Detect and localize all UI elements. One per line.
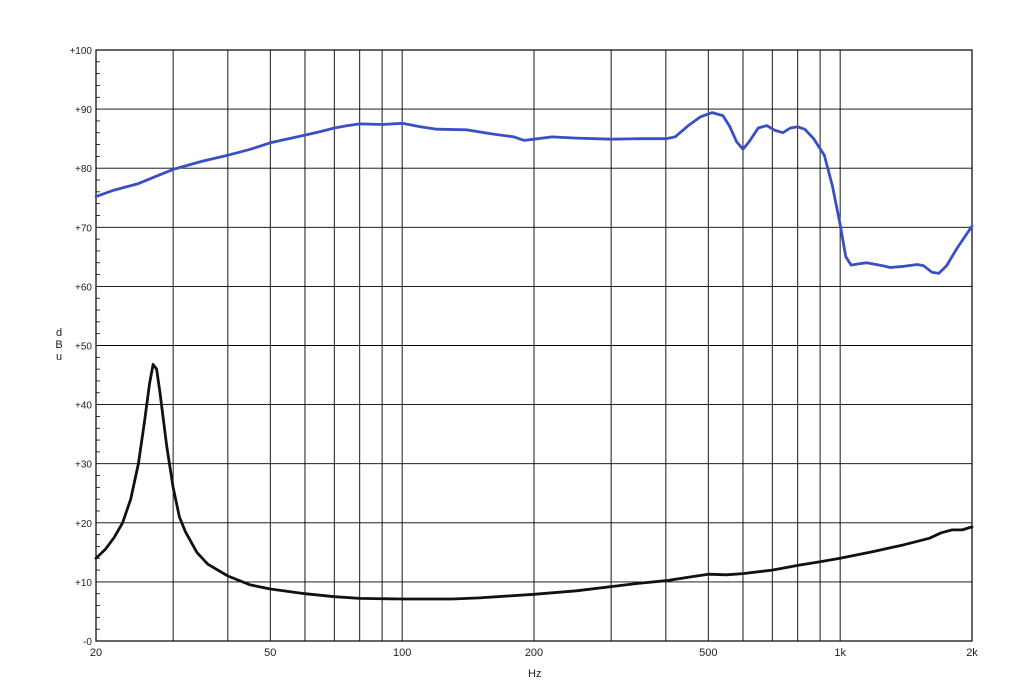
y-tick-label: +70 (75, 223, 92, 234)
y-tick-label: +80 (75, 164, 92, 175)
x-tick-label: 20 (90, 647, 102, 659)
series-line-2 (94, 363, 974, 601)
y-tick-label: +50 (75, 342, 92, 353)
y-axis-label-u: u (55, 351, 63, 363)
series-group (94, 111, 974, 601)
y-axis-ticks: -0 +10 +20 +30 +40 +50 +60 +70 +80 +90 +100 (69, 46, 100, 648)
y-tick-label: +20 (75, 519, 92, 530)
x-tick-label: 1k (834, 647, 846, 659)
y-tick-label: +30 (75, 460, 92, 471)
x-tick-label: 200 (525, 647, 543, 659)
y-tick-label: +90 (75, 105, 92, 116)
x-tick-label: 50 (264, 647, 276, 659)
y-tick-label: +60 (75, 282, 92, 293)
x-tick-label: 500 (699, 647, 717, 659)
x-axis-title: Hz (528, 668, 542, 680)
y-tick-label: -0 (83, 637, 92, 648)
x-axis-ticks: 20 50 100 200 500 1k 2k (90, 647, 978, 659)
y-tick-label: +100 (69, 46, 92, 57)
series-line-1 (94, 111, 974, 275)
x-tick-label: 100 (393, 647, 411, 659)
y-tick-label: +40 (75, 401, 92, 412)
x-tick-label: 2k (966, 647, 978, 659)
y-axis-label-b: B (55, 339, 63, 351)
y-tick-label: +10 (75, 578, 92, 589)
y-axis-label-d: d (55, 327, 63, 339)
